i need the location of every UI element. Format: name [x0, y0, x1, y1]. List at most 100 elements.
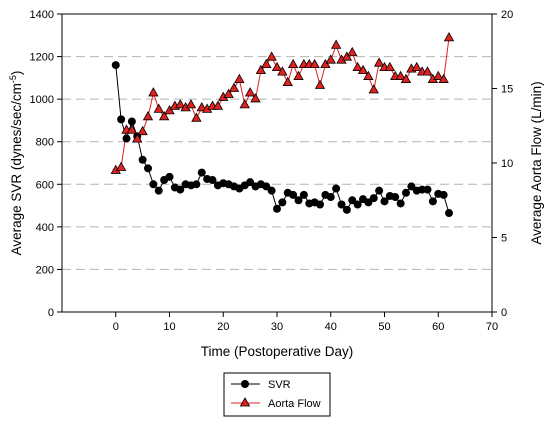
aorta-flow-point: [223, 88, 234, 98]
svr-point: [127, 117, 136, 126]
svr-point: [423, 185, 432, 194]
aorta-flow-point: [400, 73, 412, 83]
y-left-tick-label: 1200: [30, 52, 54, 64]
aorta-flow-point: [153, 103, 164, 113]
svr-point: [289, 190, 298, 199]
aorta-flow-point: [234, 73, 245, 83]
svr-point: [149, 180, 158, 189]
svr-point: [353, 200, 362, 209]
y-right-tick-label: 0: [501, 307, 507, 319]
aorta-flow-point: [293, 70, 304, 80]
y-right-axis-title: Average Aorta Flow (L/min): [529, 81, 544, 244]
aorta-flow-point: [422, 66, 433, 76]
svr-point: [391, 193, 400, 202]
aorta-flow-point: [142, 110, 154, 121]
svr-point: [380, 197, 389, 206]
y-right-tick-label: 20: [501, 9, 513, 21]
y-left-tick-label: 200: [36, 264, 54, 276]
svr-point: [326, 193, 335, 202]
aorta-flow-point: [347, 46, 358, 57]
svr-point: [262, 182, 271, 191]
x-tick-label: 20: [217, 321, 229, 333]
y-left-axis-title-suffix: ): [9, 71, 24, 76]
aorta-flow-point: [175, 99, 186, 109]
y-left-axis-title-superscript: -5: [8, 75, 18, 83]
x-axis-title: Time (Postoperative Day): [201, 344, 354, 359]
legend-aorta-label: Aorta Flow: [268, 398, 321, 410]
aorta-flow-point: [191, 112, 202, 122]
y-left-tick-label: 1400: [30, 9, 54, 21]
x-tick-label: 70: [486, 321, 498, 333]
svr-point: [294, 196, 303, 205]
aorta-flow-point: [261, 58, 272, 69]
aorta-flow-point: [438, 73, 449, 83]
aorta-flow-point: [158, 110, 170, 121]
series-lines: [115, 37, 450, 214]
series-line-svr: [115, 65, 450, 214]
svr-point: [332, 184, 341, 193]
aorta-flow-point: [357, 64, 369, 75]
svr-point: [208, 176, 217, 185]
aorta-flow-point: [137, 125, 148, 136]
svr-point: [192, 180, 201, 189]
svr-point: [111, 61, 120, 70]
legend: SVR Aorta Flow: [223, 372, 331, 417]
svr-point: [138, 155, 147, 164]
svr-point: [246, 178, 255, 187]
aorta-flow-point: [196, 102, 207, 112]
y-left-tick-label: 800: [36, 137, 54, 149]
svr-point: [428, 197, 437, 206]
svr-point: [273, 204, 281, 213]
svr-point: [144, 164, 152, 173]
legend-svr-label: SVR: [268, 379, 291, 391]
aorta-flow-point: [320, 58, 331, 69]
svr-point: [197, 168, 206, 177]
aorta-flow-point: [266, 51, 277, 61]
aorta-flow-point: [239, 99, 250, 109]
x-tick-label: 0: [113, 321, 119, 333]
x-tick-label: 60: [432, 321, 444, 333]
aorta-flow-point: [250, 93, 261, 103]
aorta-flow-point: [314, 79, 326, 89]
svr-point: [117, 115, 126, 124]
y-right-tick-label: 10: [501, 158, 513, 170]
svr-point: [407, 182, 416, 191]
aorta-flow-point: [126, 124, 138, 134]
svr-point: [445, 209, 453, 218]
svr-point: [267, 186, 276, 195]
svr-point: [348, 196, 357, 205]
aorta-flow-point: [341, 51, 353, 61]
svr-point: [375, 186, 384, 195]
aorta-flow-point: [384, 61, 396, 72]
aorta-flow-point: [185, 99, 197, 109]
aorta-flow-point: [373, 57, 385, 67]
series-line-aorta-flow: [115, 37, 450, 171]
aorta-flow-point: [395, 70, 406, 80]
aorta-flow-point: [411, 61, 422, 72]
svr-point: [316, 200, 324, 209]
aorta-flow-point: [148, 87, 159, 97]
legend-svr-marker: [241, 380, 249, 388]
svr-point: [154, 186, 163, 195]
svr-point: [122, 134, 131, 143]
grid-lines: [62, 56, 492, 270]
x-tick-label: 30: [271, 321, 283, 333]
svr-point: [439, 190, 448, 199]
svr-point: [364, 198, 373, 207]
aorta-flow-point: [271, 61, 283, 72]
aorta-flow-point: [330, 39, 342, 49]
y-left-axis-title-main: Average SVR (dynes/sec/cm: [9, 83, 24, 255]
aorta-flow-point: [368, 84, 379, 94]
svr-point: [396, 199, 405, 208]
aorta-flow-point: [363, 70, 374, 80]
aorta-flow-point: [212, 100, 224, 110]
svr-point: [278, 198, 287, 207]
aorta-flow-point: [164, 105, 175, 115]
legend-box: [223, 372, 331, 417]
x-tick-label: 10: [163, 321, 175, 333]
x-tick-label: 50: [378, 321, 390, 333]
legend-aorta-marker: [239, 397, 251, 407]
y-left-axis-title: Average SVR (dynes/sec/cm-5): [8, 71, 24, 256]
